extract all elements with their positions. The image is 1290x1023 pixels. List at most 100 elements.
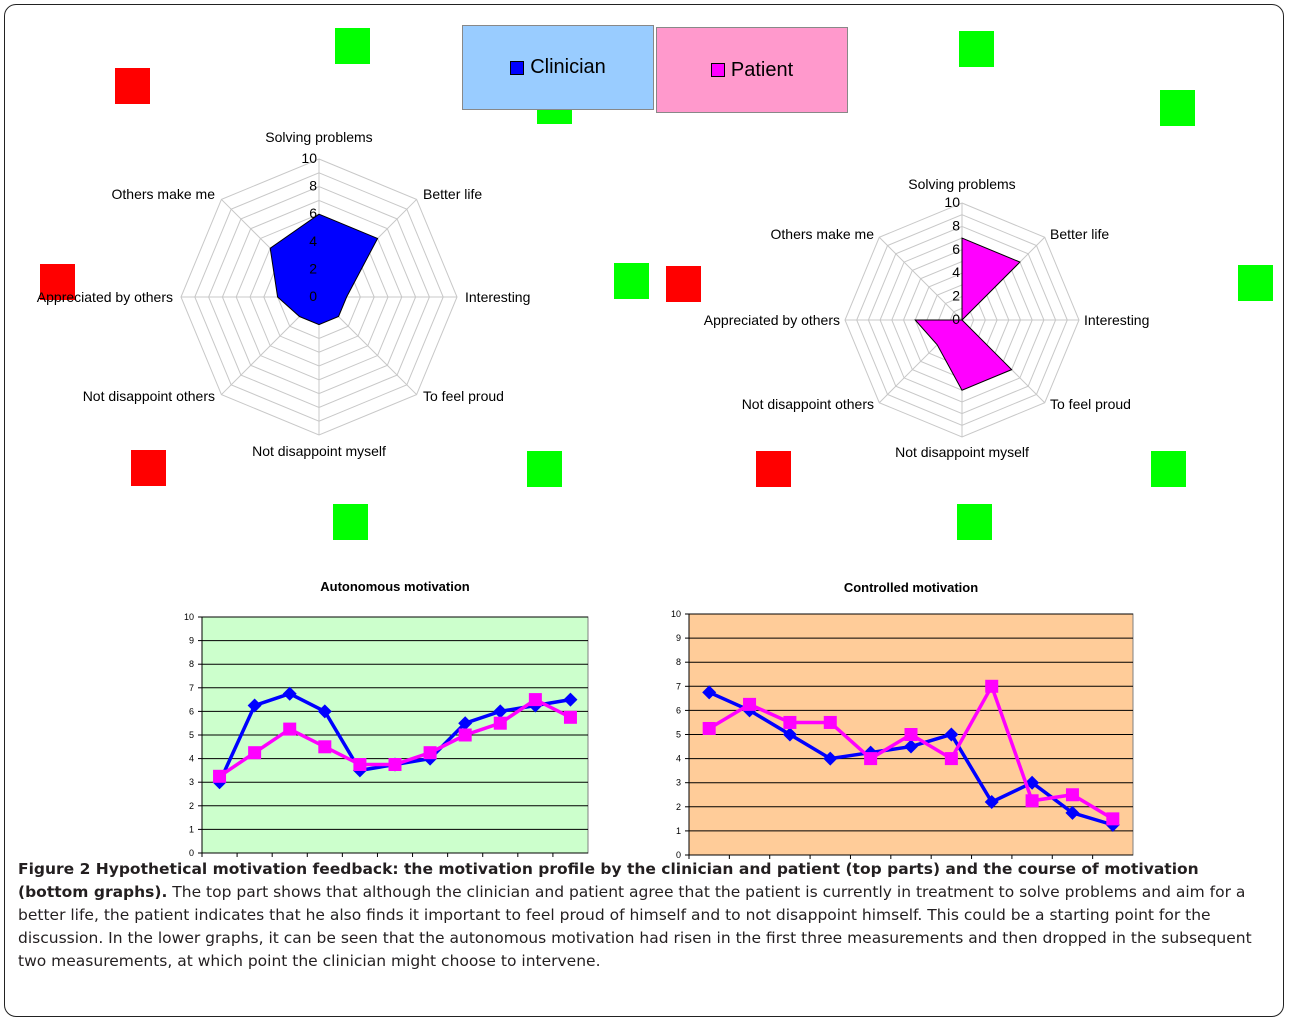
radar-axis-label: Better life bbox=[1050, 226, 1109, 242]
decor-square-4 bbox=[959, 31, 994, 67]
data-point-patient bbox=[743, 697, 757, 711]
patient-radar-chart: 0 2 4 6 8 10 Solving problems Better life Intere… bbox=[704, 176, 1150, 460]
radar-axis-label: Not disappoint others bbox=[742, 396, 874, 412]
radar-axis-label: Others make me bbox=[112, 186, 216, 202]
data-point-patient bbox=[213, 769, 227, 783]
y-tick-label: 2 bbox=[676, 802, 681, 812]
y-tick-label: 4 bbox=[676, 754, 681, 764]
data-point-patient bbox=[864, 752, 878, 766]
radar-axis-label: To feel proud bbox=[1050, 396, 1131, 412]
decor-square-6 bbox=[40, 264, 75, 300]
clinician-radar-chart: 0 2 4 6 8 10 Solving problems Better life Intere… bbox=[37, 129, 531, 459]
data-point-patient bbox=[1025, 794, 1039, 808]
data-point-patient bbox=[1106, 812, 1120, 826]
radar-tick-label: 2 bbox=[952, 288, 960, 304]
decor-square-2 bbox=[115, 68, 150, 104]
data-point-clinician bbox=[317, 704, 332, 719]
data-point-clinician bbox=[1065, 805, 1080, 820]
y-tick-label: 9 bbox=[676, 633, 681, 643]
data-point-patient bbox=[944, 752, 958, 766]
data-point-clinician bbox=[458, 716, 473, 731]
radar-area-patient bbox=[914, 237, 1021, 391]
radar-tick-label: 8 bbox=[309, 178, 317, 194]
patient-swatch bbox=[710, 63, 725, 77]
legend-clinician: Clinician bbox=[462, 25, 654, 110]
controlled-motivation-chart: 0123456789101234567891011Controlled moti… bbox=[671, 580, 1134, 860]
chart-title: Autonomous motivation bbox=[320, 579, 470, 594]
data-point-patient bbox=[563, 710, 577, 724]
data-point-clinician bbox=[282, 686, 297, 701]
radar-axis-label: Not disappoint myself bbox=[252, 443, 386, 459]
data-point-patient bbox=[248, 746, 262, 760]
data-point-patient bbox=[388, 758, 402, 771]
data-point-patient bbox=[904, 728, 918, 741]
radar-tick-label: 2 bbox=[309, 260, 317, 276]
y-tick-label: 7 bbox=[189, 683, 194, 693]
data-point-clinician bbox=[493, 704, 508, 719]
y-tick-label: 6 bbox=[676, 705, 681, 715]
caption-text: The top part shows that although the cli… bbox=[18, 883, 1252, 970]
caption-title: Figure 2 Hypothetical motivation feedbac… bbox=[18, 860, 1199, 901]
radar-tick-label: 4 bbox=[952, 264, 960, 280]
radar-axis-label: Solving problems bbox=[265, 129, 372, 145]
data-point-clinician bbox=[984, 794, 999, 809]
y-tick-label: 0 bbox=[676, 850, 681, 860]
decor-square-10 bbox=[131, 450, 166, 486]
y-tick-label: 8 bbox=[189, 659, 194, 669]
decor-square-14 bbox=[333, 504, 368, 540]
radar-axis-label: To feel proud bbox=[423, 388, 504, 404]
data-point-patient bbox=[353, 758, 367, 771]
radar-axis-label: Not disappoint myself bbox=[895, 444, 1029, 460]
decor-square-13 bbox=[1151, 451, 1186, 487]
autonomous-motivation-chart: 0123456789101234567891011Autonomous moti… bbox=[184, 579, 589, 858]
decor-square-9 bbox=[1238, 265, 1273, 301]
y-tick-label: 3 bbox=[189, 777, 194, 787]
figure-caption: Figure 2 Hypothetical motivation feedbac… bbox=[18, 858, 1273, 973]
data-point-patient bbox=[985, 679, 999, 693]
radar-axis-label: Interesting bbox=[465, 289, 530, 305]
radar-area-clinician bbox=[269, 213, 379, 326]
clinician-swatch bbox=[510, 60, 525, 75]
radar-axis-label: Appreciated by others bbox=[704, 312, 840, 328]
radar-tick-label: 10 bbox=[301, 150, 317, 166]
radar-axis-label: Not disappoint others bbox=[83, 388, 215, 404]
chart-title: Controlled motivation bbox=[844, 580, 978, 595]
radar-tick-label: 8 bbox=[952, 217, 960, 233]
data-point-clinician bbox=[944, 727, 959, 742]
data-point-patient bbox=[702, 721, 716, 735]
y-tick-label: 4 bbox=[189, 754, 194, 764]
decorative-squares bbox=[40, 28, 1273, 540]
y-tick-label: 10 bbox=[671, 609, 681, 619]
radar-tick-label: 10 bbox=[944, 194, 960, 210]
radar-tick-label: 4 bbox=[309, 233, 317, 249]
y-tick-label: 10 bbox=[184, 612, 194, 622]
legend-clinician-label: Clinician bbox=[530, 56, 606, 78]
data-point-patient bbox=[283, 722, 297, 736]
decor-square-8 bbox=[666, 266, 701, 302]
y-tick-label: 1 bbox=[676, 826, 681, 836]
y-tick-label: 6 bbox=[189, 706, 194, 716]
radar-tick-label: 6 bbox=[309, 205, 317, 221]
data-point-clinician bbox=[702, 685, 717, 700]
data-point-patient bbox=[528, 693, 542, 707]
figure-frame bbox=[4, 4, 1284, 1017]
decor-square-15 bbox=[957, 504, 992, 540]
data-point-clinician bbox=[563, 692, 578, 707]
data-point-clinician bbox=[782, 727, 797, 742]
y-tick-label: 1 bbox=[189, 824, 194, 834]
data-point-patient bbox=[423, 746, 437, 760]
y-tick-label: 8 bbox=[676, 657, 681, 667]
figure-canvas: 0 2 4 6 8 10 Solving problems Better life Intere… bbox=[37, 28, 1273, 860]
radar-axis-label: Interesting bbox=[1084, 312, 1149, 328]
data-point-patient bbox=[458, 728, 472, 742]
radar-tick-label: 6 bbox=[952, 241, 960, 257]
data-point-clinician bbox=[247, 698, 262, 713]
radar-axis-label: Appreciated by others bbox=[37, 289, 173, 305]
data-point-patient bbox=[318, 740, 332, 754]
data-point-patient bbox=[783, 715, 797, 729]
data-point-patient bbox=[823, 715, 837, 729]
y-tick-label: 2 bbox=[189, 801, 194, 811]
decor-square-12 bbox=[756, 451, 791, 487]
y-tick-label: 5 bbox=[676, 730, 681, 740]
radar-axis-label: Solving problems bbox=[908, 176, 1015, 192]
